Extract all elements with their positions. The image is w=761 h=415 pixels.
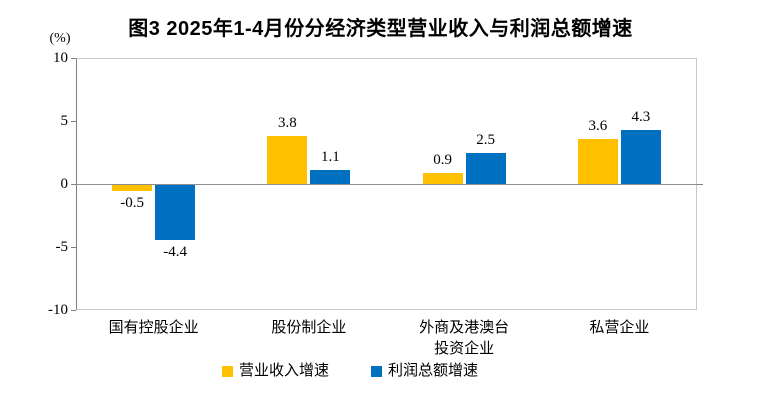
- bar-利润总额增速: [465, 152, 506, 184]
- zero-axis-line: [76, 184, 697, 185]
- y-axis-unit-label: (%): [49, 31, 71, 46]
- legend-item: 利润总额增速: [371, 362, 478, 380]
- y-tick-mark: [71, 58, 76, 59]
- bar-利润总额增速: [310, 170, 351, 184]
- legend-swatch-icon: [371, 365, 382, 377]
- legend-item: 营业收入增速: [221, 362, 329, 380]
- zero-right-tick-mark: [697, 184, 703, 185]
- bar-利润总额增速: [620, 129, 661, 184]
- bar-value-label: 3.8: [278, 115, 297, 132]
- x-category-label: 股份制企业: [271, 320, 347, 336]
- bar-营业收入增速: [267, 136, 308, 184]
- bar-value-label: 2.5: [476, 131, 495, 148]
- y-tick-mark: [71, 121, 76, 122]
- y-tick-label: 5: [60, 113, 69, 129]
- bar-value-label: -4.4: [163, 244, 187, 261]
- x-category-label: 外商及港澳台 投资企业: [419, 320, 510, 357]
- bar-value-label: 0.9: [433, 151, 452, 168]
- bar-营业收入增速: [112, 185, 153, 192]
- bar-营业收入增速: [577, 138, 618, 184]
- x-category-label: 私营企业: [589, 320, 650, 336]
- bar-value-label: 1.1: [321, 149, 340, 166]
- y-tick-mark: [71, 184, 76, 185]
- bar-value-label: -0.5: [120, 195, 144, 212]
- y-tick-mark: [71, 247, 76, 248]
- y-tick-label: 0: [60, 176, 69, 192]
- bar-value-label: 3.6: [588, 117, 608, 134]
- y-tick-label: 10: [53, 50, 68, 66]
- bar-营业收入增速: [422, 172, 463, 184]
- legend: 营业收入增速 利润总额增速: [0, 361, 700, 381]
- y-tick-mark: [71, 310, 76, 311]
- legend-swatch-icon: [221, 365, 233, 377]
- x-category-label: 国有控股企业: [108, 320, 199, 336]
- bar-利润总额增速: [155, 185, 196, 241]
- y-tick-label: -10: [48, 302, 68, 318]
- legend-label: 营业收入增速: [238, 363, 329, 379]
- y-tick-label: -5: [55, 239, 69, 255]
- bar-value-label: 4.3: [631, 108, 651, 125]
- legend-label: 利润总额增速: [388, 363, 479, 379]
- chart-title: 图3 2025年1-4月份分经济类型营业收入与利润总额增速: [128, 18, 633, 40]
